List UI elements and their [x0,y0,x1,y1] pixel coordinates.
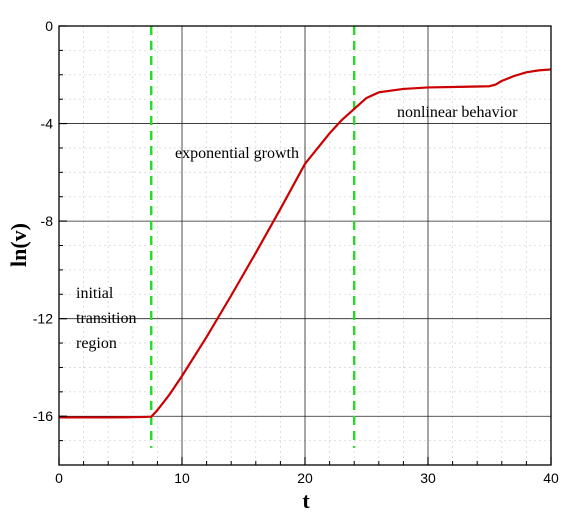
annotation-initial-line-1: initial [76,285,114,302]
x-tick-label: 40 [543,470,559,486]
phase-markers [150,26,356,448]
y-axis-title: ln(v) [6,223,31,267]
series-line-1 [59,68,552,419]
axes [58,25,552,466]
annotation-initial-line-2: transition [76,310,136,327]
x-axis-title: t [302,488,310,513]
x-tick-label: 10 [174,470,190,486]
y-tick-label: -8 [41,213,54,229]
series-layer [59,68,552,419]
y-tick-label: 0 [45,18,53,34]
grid [58,25,552,466]
tick-labels: 0 10 20 30 40 0 -4 -8 -12 -16 [33,18,559,486]
y-tick-label: -12 [33,311,53,327]
y-tick-label: -16 [33,408,53,424]
y-tick-label: -4 [41,116,54,132]
x-tick-label: 30 [420,470,436,486]
annotation-nonlinear-behavior: nonlinear behavior [397,104,518,121]
annotation-initial-line-3: region [76,335,117,352]
x-tick-label: 0 [55,470,63,486]
x-tick-label: 20 [297,470,313,486]
annotation-exponential-growth: exponential growth [175,145,299,162]
